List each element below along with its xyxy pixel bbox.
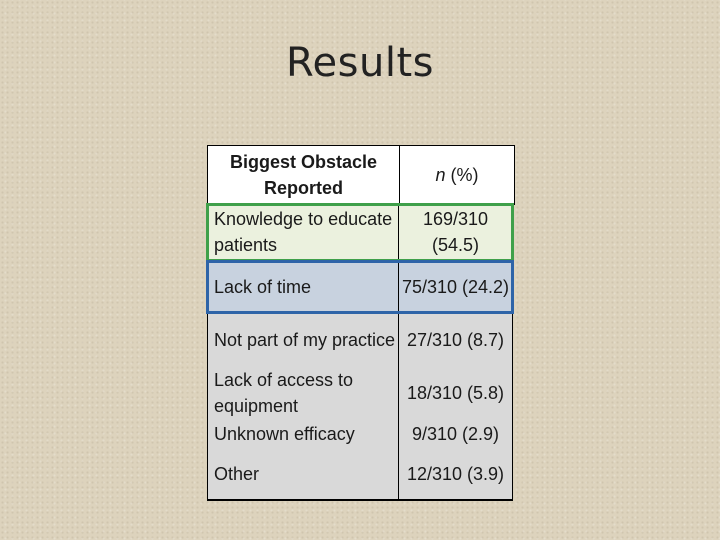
- header-obstacle: Biggest Obstacle Reported: [208, 146, 400, 204]
- value-cell: 75/310 (24.2): [399, 260, 513, 314]
- value-cell: 18/310 (5.8): [399, 366, 513, 420]
- table-row: Not part of my practice 27/310 (8.7): [207, 314, 513, 366]
- table-row: Lack of access to equipment 18/310 (5.8): [207, 366, 513, 420]
- header-n-percent: n (%): [400, 146, 514, 204]
- obstacle-cell: Knowledge to educate patients: [207, 204, 399, 260]
- obstacle-cell: Not part of my practice: [207, 314, 399, 366]
- value-cell: 169/310 (54.5): [399, 204, 513, 260]
- value-cell: 9/310 (2.9): [399, 420, 513, 448]
- table-bottom-border: [207, 499, 513, 501]
- value-cell: 27/310 (8.7): [399, 314, 513, 366]
- results-table: Biggest Obstacle Reported n (%) Knowledg…: [206, 145, 515, 501]
- table-row: Other 12/310 (3.9): [207, 448, 513, 500]
- obstacle-cell: Lack of access to equipment: [207, 366, 399, 420]
- slide-title: Results: [286, 40, 434, 86]
- table-row: Unknown efficacy 9/310 (2.9): [207, 420, 513, 448]
- obstacle-cell: Lack of time: [207, 260, 399, 314]
- table-row: Knowledge to educate patients 169/310 (5…: [207, 204, 513, 260]
- table-row: Lack of time 75/310 (24.2): [207, 260, 513, 314]
- obstacle-cell: Other: [207, 448, 399, 500]
- table-header-row: Biggest Obstacle Reported n (%): [207, 145, 515, 205]
- value-cell: 12/310 (3.9): [399, 448, 513, 500]
- obstacle-cell: Unknown efficacy: [207, 420, 399, 448]
- header-percent: (%): [445, 165, 479, 185]
- header-n: n: [435, 165, 446, 185]
